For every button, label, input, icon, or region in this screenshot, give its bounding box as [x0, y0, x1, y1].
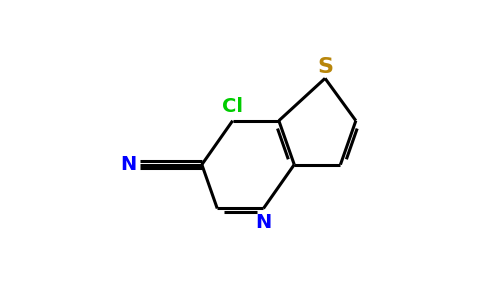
- Text: S: S: [317, 57, 333, 77]
- Text: N: N: [256, 213, 272, 232]
- Text: N: N: [121, 155, 137, 174]
- Text: Cl: Cl: [222, 97, 243, 116]
